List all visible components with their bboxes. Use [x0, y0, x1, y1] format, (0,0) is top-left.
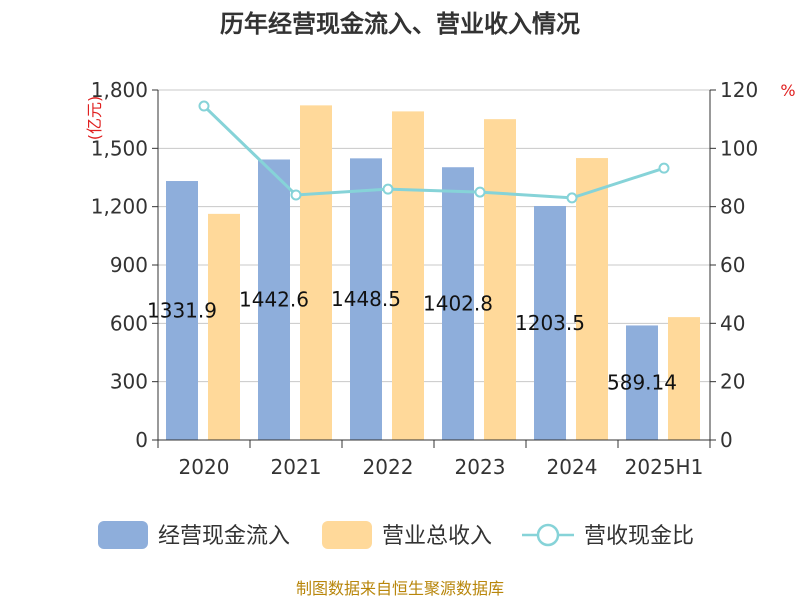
- legend-label: 经营现金流入: [158, 524, 290, 549]
- x-tick-label: 2023: [455, 455, 506, 479]
- bar-cash-inflow: [442, 167, 474, 440]
- x-tick-label: 2021: [271, 455, 322, 479]
- legend-label: 营业总收入: [382, 524, 492, 549]
- ratio-point: [382, 183, 394, 195]
- ratio-line: [198, 100, 670, 204]
- left-tick-label: 1,800: [91, 78, 148, 102]
- bar-value-label: 1402.8: [423, 292, 493, 316]
- left-tick-label: 0: [135, 428, 148, 452]
- left-tick-label: 300: [110, 370, 148, 394]
- x-tick-label: 2024: [547, 455, 598, 479]
- x-tick-label: 2025H1: [625, 455, 704, 479]
- right-tick-label: 120: [720, 78, 758, 102]
- bar-revenue: [208, 213, 240, 440]
- legend-label: 营收现金比: [584, 524, 694, 549]
- axes: 0 300 600 900 1,200 1,500 1,800 0 20 40 60 80 100 120…: [91, 78, 758, 479]
- bar-revenue: [576, 158, 608, 441]
- bar-value-label: 1448.5: [331, 287, 401, 311]
- bar-cash-inflow: [626, 325, 658, 440]
- bar-revenue: [668, 317, 700, 440]
- left-axis-unit: (亿元): [85, 96, 104, 141]
- bar-revenue: [300, 105, 332, 440]
- bar-cash-inflow: [258, 159, 290, 440]
- left-tick-label: 1,200: [91, 195, 148, 219]
- right-tick-label: 80: [720, 195, 745, 219]
- legend-swatch: [98, 521, 148, 549]
- right-tick-label: 60: [720, 253, 745, 277]
- bar-revenue: [484, 119, 516, 441]
- bar-value-label: 1203.5: [515, 311, 585, 335]
- bar-cash-inflow: [166, 181, 198, 440]
- bar-cash-inflow: [350, 158, 382, 440]
- right-tick-label: 0: [720, 428, 733, 452]
- x-tick-label: 2020: [179, 455, 230, 479]
- legend-marker: [536, 523, 560, 547]
- right-tick-label: 20: [720, 370, 745, 394]
- bar-value-label: 1331.9: [147, 299, 217, 323]
- ratio-point: [290, 189, 302, 201]
- left-tick-label: 600: [110, 311, 148, 335]
- legend-swatch: [322, 521, 372, 549]
- ratio-line-path: [202, 104, 665, 200]
- ratio-point: [566, 192, 578, 204]
- bar-revenue: [392, 111, 424, 440]
- ratio-point: [198, 100, 210, 112]
- right-tick-label: 100: [720, 136, 758, 160]
- bar-labels: 1331.9 1442.6 1448.5 1402.8 1203.5 589.14: [147, 287, 677, 395]
- right-axis-unit: %: [780, 81, 795, 100]
- source-note: 制图数据来自恒生聚源数据库: [296, 579, 504, 598]
- ratio-point: [658, 162, 670, 174]
- chart-title: 历年经营现金流入、营业收入情况: [220, 10, 580, 38]
- bars: [166, 105, 700, 441]
- bar-cash-inflow: [534, 205, 566, 440]
- legend: 经营现金流入 营业总收入 营收现金比: [98, 521, 694, 549]
- left-tick-label: 1,500: [91, 136, 148, 160]
- left-tick-label: 900: [110, 253, 148, 277]
- bar-value-label: 589.14: [607, 371, 677, 395]
- bar-value-label: 1442.6: [239, 288, 309, 312]
- gridlines: [158, 89, 710, 383]
- x-tick-label: 2022: [363, 455, 414, 479]
- ratio-point: [474, 186, 486, 198]
- right-tick-label: 40: [720, 311, 745, 335]
